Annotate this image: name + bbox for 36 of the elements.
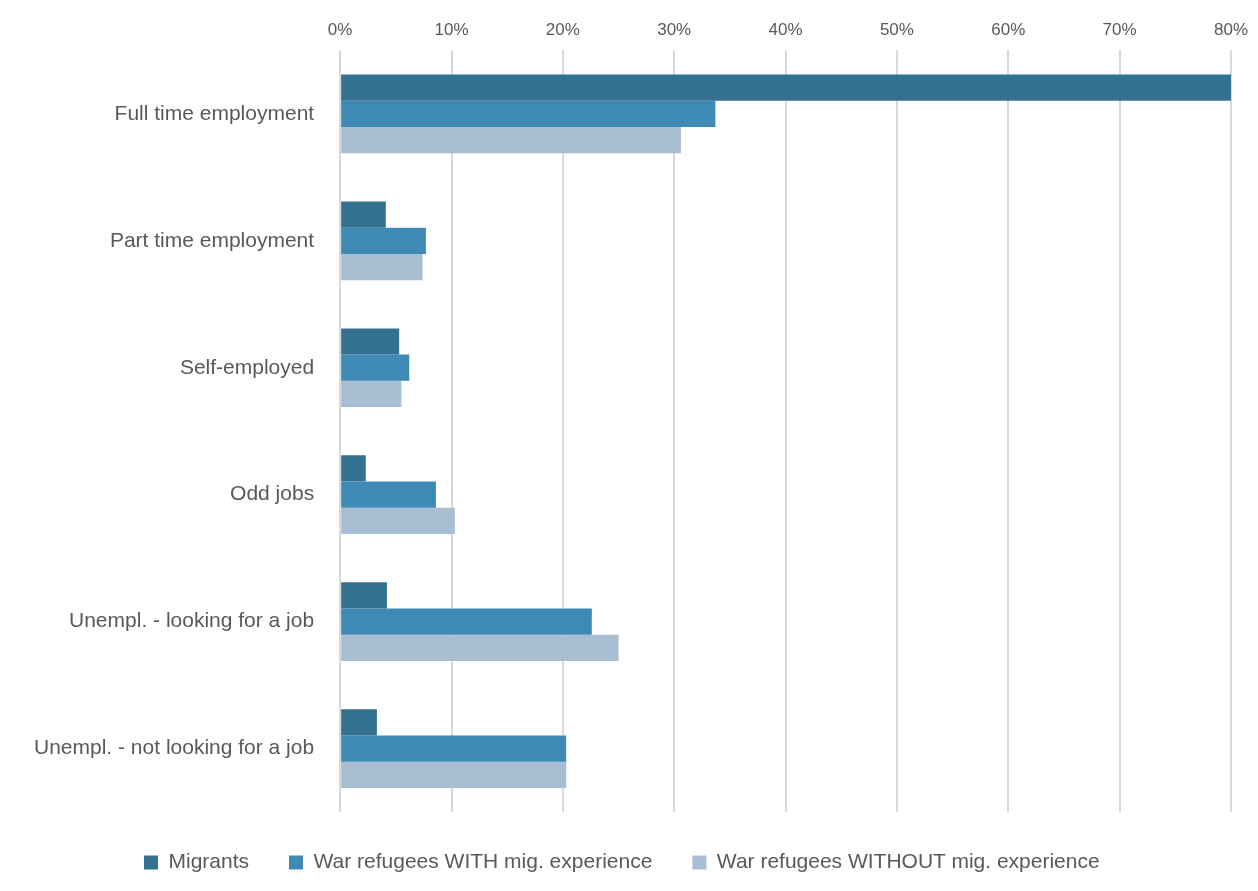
x-tick-label: 10%	[434, 19, 469, 39]
x-tick-label: 30%	[657, 19, 692, 39]
x-tick-label: 50%	[879, 19, 914, 39]
y-tick-label: Self-employed	[179, 354, 315, 378]
bar	[341, 380, 402, 408]
y-tick-label: Unempl. - looking for a job	[69, 608, 315, 632]
bar	[341, 227, 426, 254]
legend-label: War refugees WITHOUT mig. experience	[716, 849, 1100, 873]
bar	[341, 608, 592, 635]
x-tick-label: 70%	[1102, 19, 1137, 39]
y-tick-label: Odd jobs	[230, 481, 315, 505]
bar	[341, 354, 410, 381]
bar	[341, 201, 386, 228]
y-tick-label: Full time employment	[114, 100, 315, 124]
bar	[341, 100, 716, 127]
x-tick-label: 0%	[327, 19, 353, 39]
bar	[341, 481, 436, 508]
bar	[341, 735, 567, 762]
bar	[341, 634, 619, 661]
bar	[341, 126, 681, 154]
y-tick-label: Unempl. - not looking for a job	[33, 735, 315, 759]
x-tick-label: 40%	[768, 19, 803, 39]
bar	[341, 507, 455, 535]
bar	[341, 74, 1231, 101]
x-tick-label: 60%	[991, 19, 1026, 39]
bar	[341, 709, 377, 736]
bar	[341, 455, 366, 482]
legend-label: War refugees WITH mig. experience	[313, 849, 653, 873]
legend-label: Migrants	[168, 849, 250, 873]
x-tick-label: 80%	[1213, 19, 1248, 39]
bar	[341, 761, 567, 788]
bar	[341, 582, 387, 609]
y-tick-label: Part time employment	[109, 227, 315, 251]
bar	[341, 253, 423, 281]
bar	[341, 328, 400, 355]
x-tick-label: 20%	[545, 19, 580, 39]
